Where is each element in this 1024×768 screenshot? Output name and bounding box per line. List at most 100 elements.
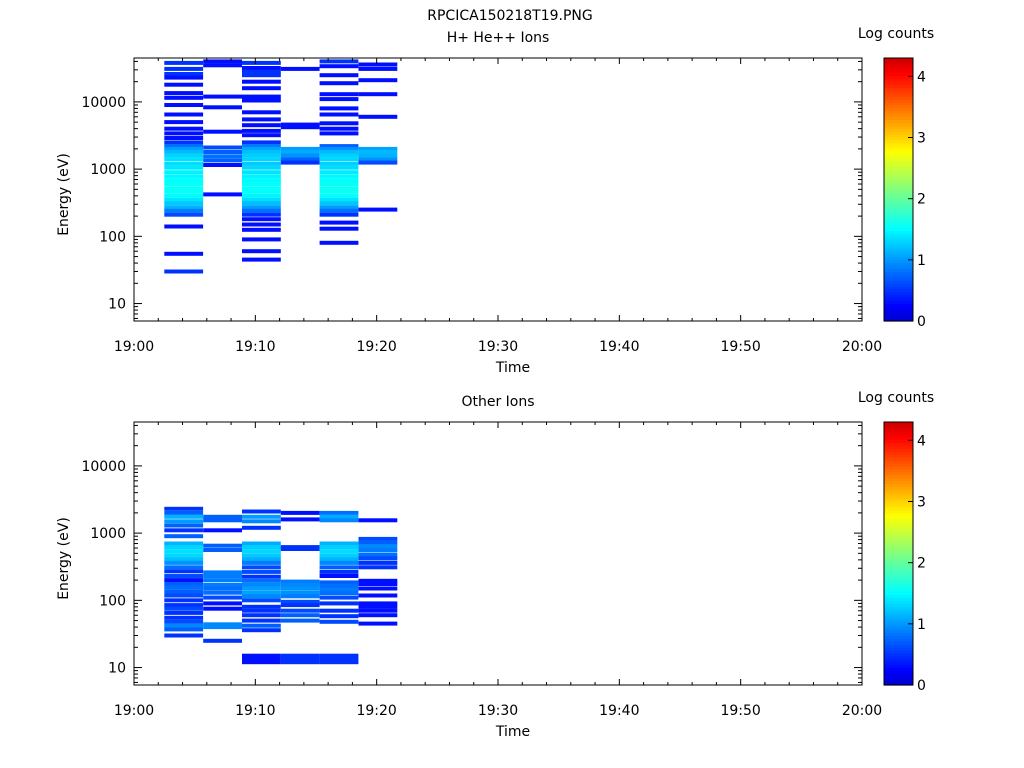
energy-band xyxy=(203,590,242,595)
colorbar-step xyxy=(884,157,913,161)
energy-band xyxy=(203,163,242,167)
energy-band xyxy=(242,178,281,183)
colorbar-step xyxy=(884,110,913,115)
colorbar-frame xyxy=(883,57,914,322)
energy-band xyxy=(280,599,320,604)
colorbar-step xyxy=(884,448,913,452)
energy-band xyxy=(319,150,359,154)
colorbar-step xyxy=(884,497,913,502)
colorbar-step xyxy=(884,445,913,449)
colorbar-step xyxy=(884,280,913,284)
energy-band xyxy=(242,133,281,138)
energy-band xyxy=(203,601,242,606)
colorbar-step xyxy=(884,644,913,648)
colorbar-step xyxy=(884,527,913,531)
x-tick-label: 19:10 xyxy=(235,703,275,719)
energy-band xyxy=(358,78,398,83)
energy-band xyxy=(358,601,398,606)
energy-band xyxy=(164,523,204,528)
y-axis-label: Energy (eV) xyxy=(56,153,72,236)
x-tick-label: 19:20 xyxy=(356,703,396,719)
energy-band xyxy=(203,514,242,519)
colorbar-step xyxy=(884,603,913,607)
energy-band xyxy=(358,207,398,212)
energy-band xyxy=(203,105,242,110)
colorbar-step xyxy=(884,303,913,307)
colorbar-step xyxy=(884,480,913,484)
energy-band xyxy=(358,586,398,591)
energy-band xyxy=(164,150,204,154)
energy-band xyxy=(319,510,359,515)
colorbar-step xyxy=(884,579,913,584)
energy-band xyxy=(242,161,281,166)
colorbar-step xyxy=(884,90,913,94)
colorbar-step xyxy=(884,515,913,520)
energy-band xyxy=(242,117,281,122)
energy-band xyxy=(164,208,204,213)
energy-band xyxy=(164,201,204,206)
energy-band xyxy=(280,125,320,130)
colorbar-step xyxy=(884,87,913,91)
energy-band xyxy=(242,110,281,115)
energy-band xyxy=(242,525,281,530)
energy-band xyxy=(242,86,281,91)
colorbar-step xyxy=(884,116,913,120)
colorbar-step xyxy=(884,204,913,208)
energy-band xyxy=(242,170,281,175)
colorbar-step xyxy=(884,160,913,164)
colorbar-step xyxy=(884,262,913,267)
energy-band xyxy=(319,201,359,206)
energy-band xyxy=(242,578,281,583)
energy-band xyxy=(242,656,281,661)
energy-band xyxy=(319,595,359,600)
x-tick-label: 20:00 xyxy=(842,703,882,719)
energy-band xyxy=(242,590,281,595)
colorbar-step xyxy=(884,506,913,511)
energy-band xyxy=(242,557,281,562)
colorbar-step xyxy=(884,492,913,496)
energy-band xyxy=(319,121,359,126)
energy-band xyxy=(164,560,204,565)
colorbar-step xyxy=(884,559,913,563)
colorbar-step xyxy=(884,253,913,258)
energy-band xyxy=(242,157,281,162)
energy-band xyxy=(164,589,204,594)
colorbar-step xyxy=(884,588,913,593)
energy-band xyxy=(164,157,204,162)
energy-band xyxy=(242,197,281,202)
time-column-4 xyxy=(280,66,320,165)
energy-band xyxy=(203,622,242,627)
energy-band xyxy=(358,92,398,97)
colorbar-step xyxy=(884,309,913,313)
colorbar-step xyxy=(884,582,913,587)
colorbar-step xyxy=(884,673,913,677)
energy-band xyxy=(358,548,398,552)
energy-band xyxy=(242,98,281,103)
colorbar-step xyxy=(884,227,913,232)
energy-band xyxy=(242,144,281,149)
energy-band xyxy=(358,593,398,598)
colorbar-step xyxy=(884,245,913,249)
colorbar-tick-label: 2 xyxy=(917,556,926,572)
colorbar-step xyxy=(884,571,913,575)
energy-band xyxy=(358,114,398,119)
colorbar-step xyxy=(884,63,913,68)
energy-band xyxy=(242,128,281,133)
energy-band xyxy=(358,518,398,523)
x-tick-label: 19:50 xyxy=(720,703,760,719)
colorbar-tick-label: 0 xyxy=(917,314,926,330)
colorbar-step xyxy=(884,224,913,229)
energy-band xyxy=(319,197,359,202)
energy-band xyxy=(319,619,359,624)
energy-band xyxy=(319,614,359,619)
colorbar-step xyxy=(884,503,913,508)
energy-band xyxy=(203,578,242,583)
colorbar-step xyxy=(884,430,913,435)
x-axis-label: Time xyxy=(495,360,530,376)
energy-band xyxy=(203,59,242,64)
colorbar-step xyxy=(884,614,913,619)
x-axis-label: Time xyxy=(495,724,530,740)
energy-band xyxy=(319,186,359,191)
colorbar-step xyxy=(884,565,913,569)
